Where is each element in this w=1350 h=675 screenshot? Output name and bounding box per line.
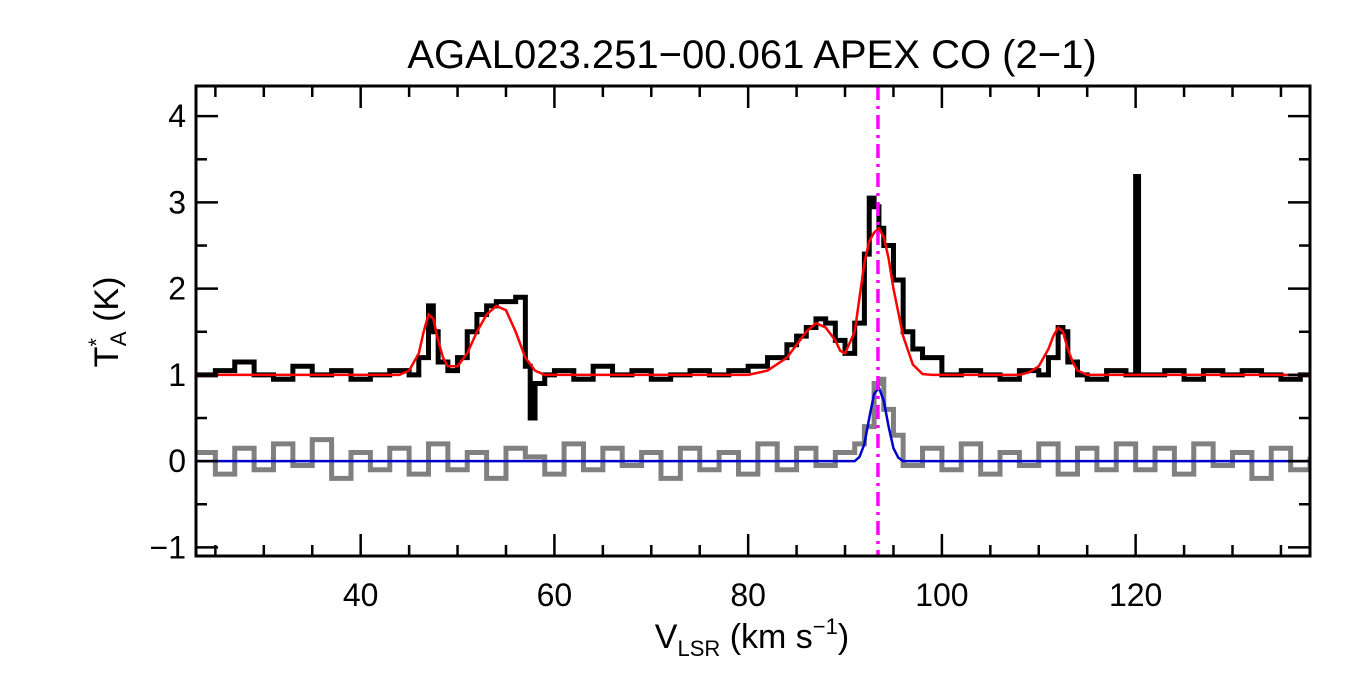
y-axis-label-sup: *	[84, 338, 109, 347]
chart-title: AGAL023.251−00.061 APEX CO (2−1)	[407, 33, 1096, 77]
x-tick-label: 120	[1109, 577, 1162, 613]
x-tick-label: 100	[915, 577, 968, 613]
x-axis-label-sub: LSR	[677, 636, 720, 661]
y-tick-label: −1	[150, 529, 186, 565]
x-axis-label-rest: (km s	[720, 618, 813, 656]
series-fit	[196, 226, 1310, 377]
y-tick-label: 1	[168, 357, 186, 393]
y-axis-label-sub: A	[106, 331, 131, 346]
plot-frame	[194, 84, 1312, 558]
x-tick-label: 60	[537, 577, 573, 613]
x-tick-label: 40	[343, 577, 379, 613]
x-axis-label-main: V	[655, 618, 678, 656]
y-tick-label: 4	[168, 98, 186, 134]
series-residual	[196, 376, 1310, 481]
x-axis-label-end: )	[838, 618, 849, 656]
y-axis-label: T*A (K)	[84, 277, 131, 368]
y-axis-label-rest: (K)	[88, 277, 126, 332]
x-axis-label-sup: −1	[813, 614, 838, 639]
y-tick-label: 3	[168, 184, 186, 220]
y-axis-label-main: T	[88, 347, 126, 368]
y-tick-label: 0	[168, 443, 186, 479]
y-tick-label: 2	[168, 271, 186, 307]
x-axis-label: VLSR (km s−1)	[655, 614, 849, 661]
x-tick-label: 80	[730, 577, 766, 613]
series-spectrum	[196, 174, 1310, 421]
